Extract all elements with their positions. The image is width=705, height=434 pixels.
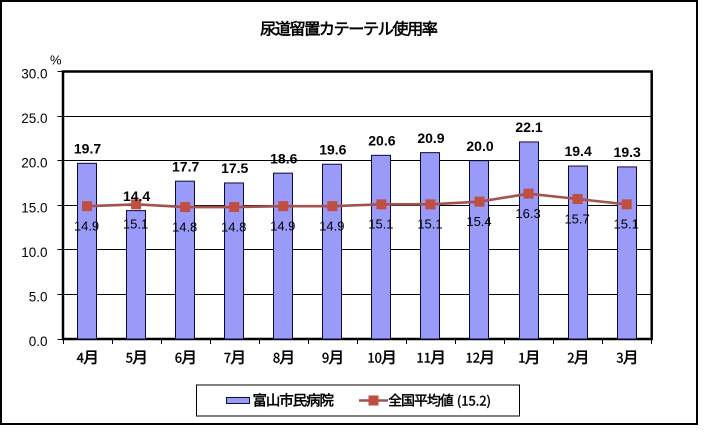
svg-text:25.0: 25.0: [21, 111, 47, 126]
svg-text:15.1: 15.1: [614, 217, 639, 232]
svg-text:15.1: 15.1: [123, 217, 148, 232]
svg-text:20.0: 20.0: [21, 156, 47, 171]
svg-text:20.0: 20.0: [466, 138, 493, 154]
svg-text:14.9: 14.9: [270, 218, 295, 233]
svg-text:17.5: 17.5: [221, 160, 248, 176]
svg-text:20.9: 20.9: [417, 130, 444, 146]
svg-text:15.0: 15.0: [21, 200, 47, 215]
svg-text:15.7: 15.7: [564, 211, 589, 226]
svg-text:14.8: 14.8: [172, 219, 197, 234]
svg-text:19.4: 19.4: [564, 143, 591, 159]
svg-text:16.3: 16.3: [515, 206, 540, 221]
svg-text:19.7: 19.7: [74, 141, 101, 157]
svg-text:5.0: 5.0: [29, 289, 48, 304]
svg-text:14.9: 14.9: [319, 218, 344, 233]
svg-text:15.1: 15.1: [368, 217, 393, 232]
svg-text:20.6: 20.6: [368, 133, 395, 149]
svg-text:15.4: 15.4: [466, 214, 491, 229]
svg-text:0.0: 0.0: [29, 334, 48, 349]
svg-text:14.8: 14.8: [221, 219, 246, 234]
svg-text:18.6: 18.6: [270, 150, 297, 166]
svg-text:14.9: 14.9: [74, 218, 99, 233]
svg-text:19.3: 19.3: [614, 144, 641, 160]
svg-text:22.1: 22.1: [515, 119, 542, 135]
svg-text:15.1: 15.1: [417, 217, 442, 232]
svg-text:17.7: 17.7: [172, 158, 199, 174]
svg-text:30.0: 30.0: [21, 67, 47, 82]
svg-text:19.6: 19.6: [319, 141, 346, 157]
svg-text:%: %: [50, 53, 62, 68]
svg-text:10.0: 10.0: [21, 245, 47, 260]
svg-text:14.4: 14.4: [123, 188, 150, 204]
